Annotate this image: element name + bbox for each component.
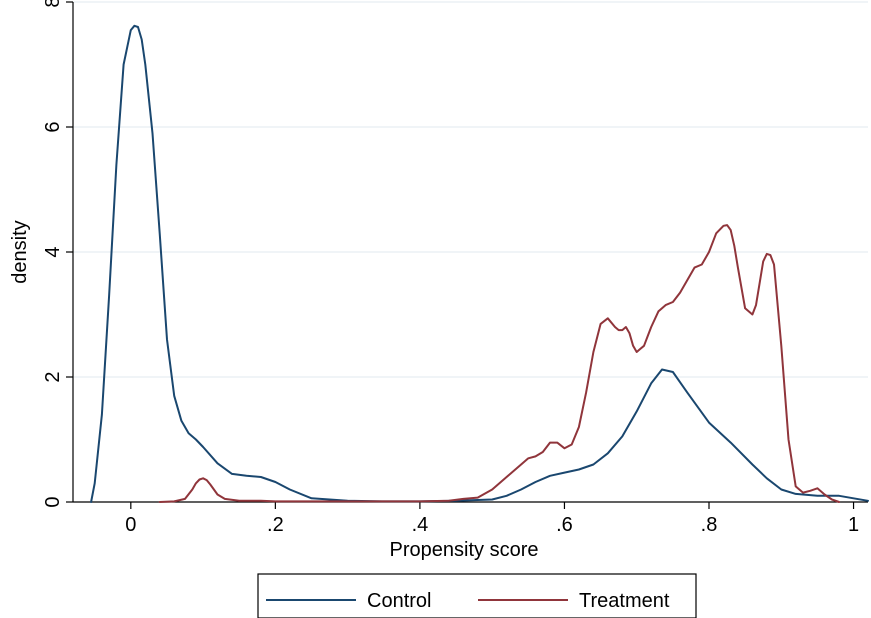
x-tick-label: .2 bbox=[267, 514, 284, 536]
x-tick-label: 0 bbox=[125, 514, 136, 536]
plot-lines bbox=[90, 24, 869, 503]
legend-label-treatment: Treatment bbox=[579, 590, 670, 612]
x-axis-title: Propensity score bbox=[390, 539, 539, 561]
y-tick-label: 8 bbox=[42, 0, 64, 8]
y-tick-label: 4 bbox=[42, 246, 64, 257]
legend: Control Treatment bbox=[257, 573, 697, 618]
y-tick-label: 6 bbox=[42, 121, 64, 132]
axes: 0 .2 .4 .6 .8 1 0 2 4 6 8 bbox=[42, 0, 868, 536]
y-tick-label: 2 bbox=[42, 371, 64, 382]
y-tick-label: 0 bbox=[42, 496, 64, 507]
legend-label-control: Control bbox=[367, 590, 431, 612]
x-tick-label: 1 bbox=[848, 514, 859, 536]
gridlines bbox=[73, 1, 868, 378]
y-axis-title: density bbox=[9, 220, 31, 283]
x-tick-label: .8 bbox=[701, 514, 718, 536]
legend-box bbox=[257, 573, 697, 618]
x-tick-label: .4 bbox=[412, 514, 429, 536]
x-tick-label: .6 bbox=[556, 514, 573, 536]
series-line-treatment bbox=[158, 224, 841, 503]
